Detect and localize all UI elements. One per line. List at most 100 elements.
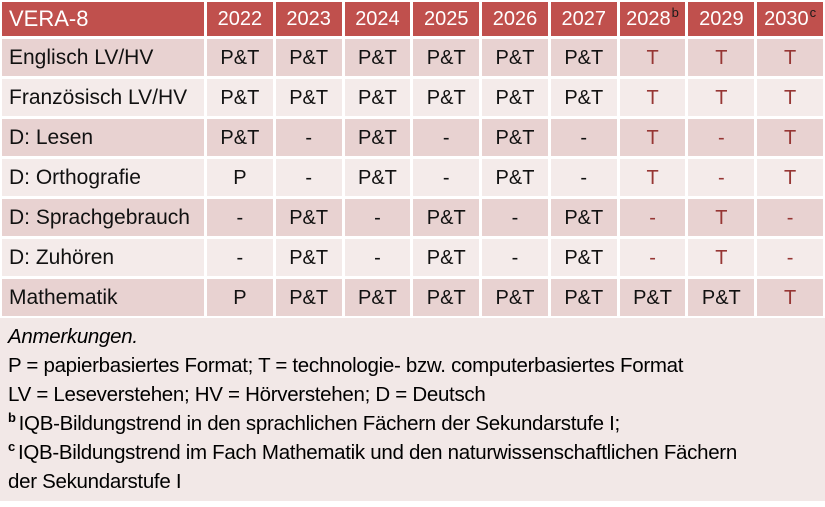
format-cell: -	[757, 199, 823, 236]
year-header-2030: 2030 c	[757, 2, 823, 36]
format-cell: T	[688, 199, 755, 236]
note-line-4: b IQB-Bildungstrend in den sprachlichen F…	[8, 409, 753, 438]
format-cell: -	[413, 119, 480, 156]
year-header-label: 2024	[355, 8, 400, 30]
vera8-schedule-table: VERA-8 2022 2023 2024 2025 2026 2027 2028 b 2029 2…	[0, 0, 825, 318]
format-cell: P&T	[619, 279, 686, 316]
format-cell: P&T	[344, 159, 411, 196]
format-cell: -	[275, 159, 342, 196]
format-cell: P&T	[688, 279, 755, 316]
year-header-label: 2025	[423, 8, 469, 30]
format-cell: T	[757, 159, 823, 196]
format-cell: -	[619, 199, 686, 236]
format-cell: -	[207, 199, 273, 236]
year-header-label: 2022	[217, 8, 263, 30]
row-label: Englisch LV/HV	[2, 39, 204, 76]
note-line-3: LV = Leseverstehen; HV = Hörverstehen; D…	[8, 380, 753, 409]
format-cell: -	[757, 239, 823, 276]
format-cell: P&T	[550, 239, 617, 276]
row-label: D: Zuhören	[2, 239, 204, 276]
year-header-2022: 2022	[207, 2, 273, 36]
format-cell: P&T	[207, 119, 273, 156]
format-cell: P&T	[482, 39, 548, 76]
format-cell: P&T	[413, 239, 480, 276]
format-cell: P&T	[482, 159, 548, 196]
year-header-label: 2030	[764, 8, 809, 30]
year-header-label: 2023	[286, 8, 331, 30]
footnote-marker-c: c	[8, 439, 15, 455]
format-cell: -	[550, 119, 617, 156]
year-header-2028: 2028 b	[619, 2, 686, 36]
year-header-2025: 2025	[413, 2, 480, 36]
note-line-5: c IQB-Bildungstrend im Fach Mathematik un…	[8, 438, 753, 496]
format-cell: P&T	[550, 199, 617, 236]
row-label: Französisch LV/HV	[2, 79, 204, 116]
format-cell: -	[344, 199, 411, 236]
year-header-label: 2028	[626, 8, 671, 30]
format-cell: P&T	[344, 39, 411, 76]
format-cell: T	[688, 39, 755, 76]
year-header-2023: 2023	[275, 2, 342, 36]
table-corner-header: VERA-8	[2, 2, 204, 36]
format-cell: P&T	[550, 39, 617, 76]
format-cell: -	[413, 159, 480, 196]
format-cell: P&T	[344, 79, 411, 116]
format-cell: T	[688, 79, 755, 116]
format-cell: P&T	[413, 79, 480, 116]
format-cell: -	[275, 119, 342, 156]
format-cell: P	[207, 159, 273, 196]
format-cell: -	[344, 239, 411, 276]
format-cell: P&T	[482, 79, 548, 116]
format-cell: -	[482, 199, 548, 236]
format-cell: P&T	[344, 279, 411, 316]
format-cell: P&T	[275, 239, 342, 276]
format-cell: P	[207, 279, 273, 316]
format-cell: P&T	[413, 39, 480, 76]
format-cell: P&T	[482, 279, 548, 316]
year-header-label: 2027	[561, 8, 607, 30]
note-text: Anmerkungen.	[8, 325, 138, 348]
footnote-marker-b: b	[8, 410, 16, 426]
format-cell: P&T	[275, 279, 342, 316]
year-header-2027: 2027	[550, 2, 617, 36]
format-cell: -	[688, 159, 755, 196]
format-cell: P&T	[344, 119, 411, 156]
format-cell: P&T	[413, 199, 480, 236]
note-text: LV = Leseverstehen; HV = Hörverstehen; D…	[8, 383, 486, 406]
format-cell: T	[757, 119, 823, 156]
format-cell: P&T	[207, 39, 273, 76]
row-label: D: Lesen	[2, 119, 204, 156]
format-cell: T	[757, 39, 823, 76]
row-label: D: Sprachgebrauch	[2, 199, 204, 236]
year-header-2029: 2029	[688, 2, 755, 36]
format-cell: T	[619, 159, 686, 196]
format-cell: -	[550, 159, 617, 196]
format-cell: -	[207, 239, 273, 276]
note-text: IQB-Bildungstrend im Fach Mathematik und…	[8, 441, 737, 493]
format-cell: T	[619, 79, 686, 116]
format-cell: P&T	[550, 79, 617, 116]
format-cell: T	[757, 79, 823, 116]
format-cell: P&T	[275, 199, 342, 236]
row-label: Mathematik	[2, 279, 204, 316]
format-cell: T	[619, 119, 686, 156]
format-cell: P&T	[275, 39, 342, 76]
format-cell: P&T	[550, 279, 617, 316]
format-cell: -	[688, 119, 755, 156]
year-header-2026: 2026	[482, 2, 548, 36]
note-line-2: P = papierbasiertes Format; T = technolo…	[8, 351, 753, 380]
format-cell: T	[619, 39, 686, 76]
format-cell: T	[757, 279, 823, 316]
format-cell: P&T	[482, 119, 548, 156]
format-cell: P&T	[207, 79, 273, 116]
year-header-label: 2029	[699, 8, 744, 30]
format-cell: P&T	[413, 279, 480, 316]
format-cell: -	[482, 239, 548, 276]
note-line-1: Anmerkungen.	[8, 322, 753, 351]
row-label: D: Orthografie	[2, 159, 204, 196]
format-cell: -	[619, 239, 686, 276]
format-cell: P&T	[275, 79, 342, 116]
year-header-label: 2026	[492, 8, 538, 30]
note-text: P = papierbasiertes Format; T = technolo…	[8, 354, 684, 377]
